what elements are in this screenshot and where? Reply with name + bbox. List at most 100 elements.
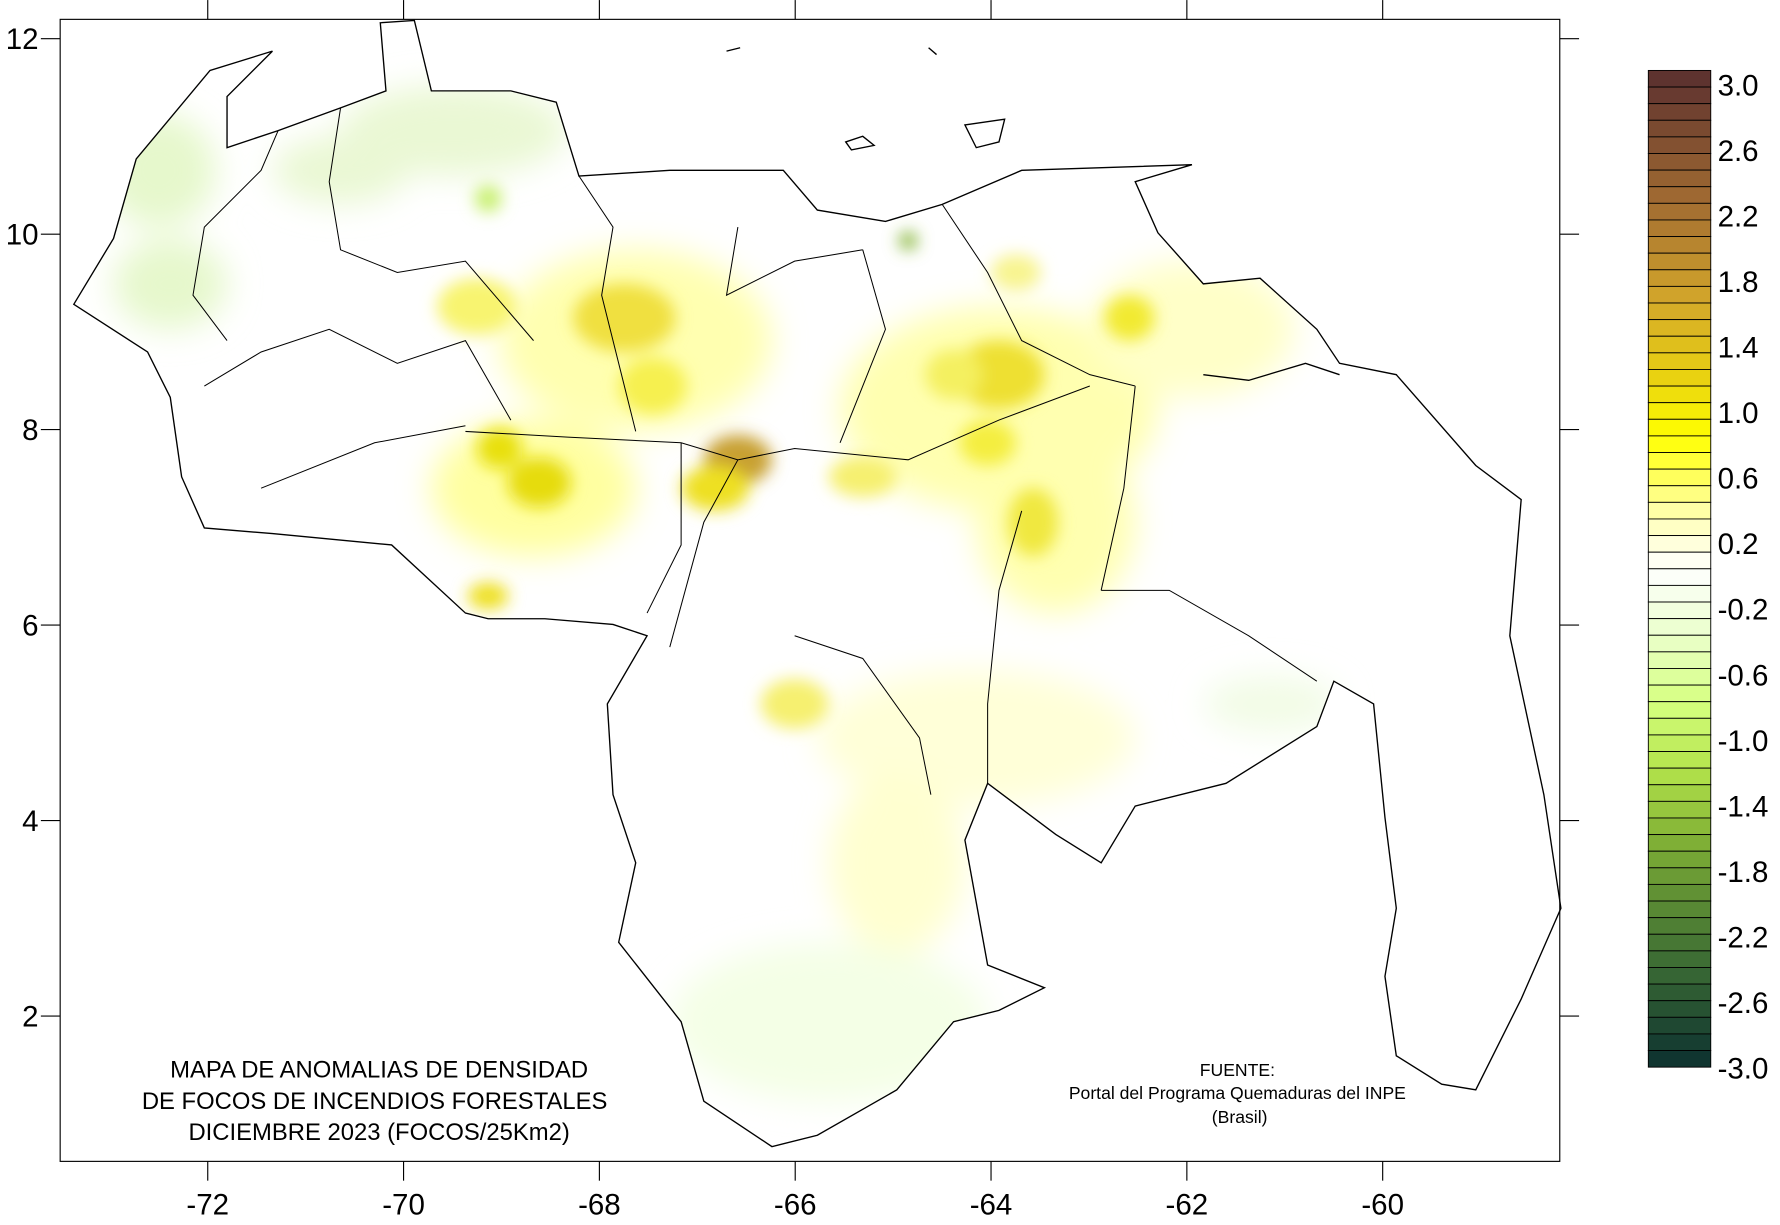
colorbar-label: 0.6 <box>1718 463 1759 496</box>
colorbar-band <box>1647 103 1712 121</box>
colorbar-band <box>1647 967 1712 985</box>
colorbar-band <box>1647 751 1712 769</box>
x-tick-label: -64 <box>970 1189 1013 1222</box>
colorbar-label: 1.0 <box>1718 397 1759 430</box>
x-tick-label: -72 <box>186 1189 229 1222</box>
colorbar-label: -1.8 <box>1718 856 1769 889</box>
colorbar-band <box>1647 269 1712 287</box>
colorbar-band <box>1647 236 1712 254</box>
x-tick-label: -70 <box>382 1189 425 1222</box>
colorbar-label: 3.0 <box>1718 69 1759 102</box>
anomaly-field <box>102 85 1340 1102</box>
colorbar-band <box>1647 834 1712 852</box>
map-title: MAPA DE ANOMALIAS DE DENSIDAD DE FOCOS D… <box>142 1056 608 1145</box>
colorbar-band <box>1647 933 1712 952</box>
x-tick-label: -62 <box>1166 1189 1209 1222</box>
colorbar-band <box>1647 501 1712 520</box>
y-tick-label: 10 <box>6 218 39 251</box>
colorbar-band <box>1647 535 1712 553</box>
y-tick-label: 4 <box>22 805 38 838</box>
colorbar-band <box>1647 452 1712 470</box>
colorbar-label: 1.4 <box>1718 332 1759 365</box>
x-tick-label: -68 <box>578 1189 621 1222</box>
colorbar-band <box>1647 983 1712 1002</box>
colorbar-band <box>1647 551 1712 570</box>
colorbar-band <box>1647 1050 1712 1068</box>
title-line-1: MAPA DE ANOMALIAS DE DENSIDAD <box>170 1056 588 1083</box>
colorbar-band <box>1647 518 1712 537</box>
colorbar-band <box>1647 368 1712 387</box>
y-tick-label: 2 <box>22 1000 38 1033</box>
colorbar-band <box>1647 335 1712 354</box>
colorbar-band <box>1647 817 1712 836</box>
colorbar <box>1647 69 1712 1068</box>
source-line-3: (Brasil) <box>1212 1107 1268 1127</box>
colorbar-band <box>1647 169 1712 188</box>
colorbar-band <box>1647 319 1712 337</box>
colorbar-label: 2.6 <box>1718 135 1759 168</box>
colorbar-band <box>1647 634 1712 653</box>
source-line-1: FUENTE: <box>1200 1060 1275 1080</box>
colorbar-band <box>1647 651 1712 669</box>
colorbar-band <box>1647 352 1712 370</box>
colorbar-band <box>1647 186 1712 204</box>
colorbar-band <box>1647 601 1712 620</box>
colorbar-band <box>1647 734 1712 752</box>
boundaries <box>73 19 1562 1148</box>
colorbar-band <box>1647 119 1712 138</box>
colorbar-label: -3.0 <box>1718 1053 1769 1086</box>
y-tick-label: 6 <box>22 609 38 642</box>
colorbar-band <box>1647 219 1712 238</box>
colorbar-label: -0.2 <box>1718 594 1769 627</box>
colorbar-label: -2.6 <box>1718 987 1769 1020</box>
colorbar-label: -2.2 <box>1718 921 1769 954</box>
colorbar-band <box>1647 568 1712 586</box>
colorbar-band <box>1647 202 1712 221</box>
source-note: FUENTE: Portal del Programa Quemaduras d… <box>1069 1060 1406 1127</box>
colorbar-band <box>1647 668 1712 686</box>
colorbar-band <box>1647 717 1712 736</box>
colorbar-band <box>1647 86 1712 105</box>
colorbar-band <box>1647 69 1712 88</box>
colorbar-band <box>1647 402 1712 420</box>
colorbar-band <box>1647 767 1712 786</box>
colorbar-labels: 3.0 2.6 2.2 1.8 1.4 1.0 0.6 0.2 -0.2 -0.6 -1.0 -1.4… <box>1718 69 1769 1085</box>
axis-ticks <box>40 0 1580 1181</box>
colorbar-label: -1.0 <box>1718 725 1769 758</box>
colorbar-band <box>1647 435 1712 453</box>
colorbar-label: -0.6 <box>1718 659 1769 692</box>
colorbar-band <box>1647 900 1712 919</box>
colorbar-band <box>1647 584 1712 603</box>
colorbar-label: 2.2 <box>1718 200 1759 233</box>
y-axis-labels: 12 10 8 6 4 2 <box>6 23 39 1033</box>
colorbar-band <box>1647 1033 1712 1051</box>
y-tick-label: 8 <box>22 414 38 447</box>
y-tick-label: 12 <box>6 23 39 56</box>
colorbar-band <box>1647 418 1712 437</box>
title-line-3: DICIEMBRE 2023 (FOCOS/25Km2) <box>188 1119 569 1146</box>
colorbar-band <box>1647 618 1712 636</box>
x-tick-label: -66 <box>774 1189 817 1222</box>
plot-frame <box>59 18 1561 1162</box>
colorbar-band <box>1647 684 1712 703</box>
source-line-2: Portal del Programa Quemaduras del INPE <box>1069 1083 1406 1103</box>
colorbar-band <box>1647 302 1712 321</box>
colorbar-band <box>1647 1000 1712 1018</box>
title-line-2: DE FOCOS DE INCENDIOS FORESTALES <box>142 1088 608 1115</box>
colorbar-label: 0.2 <box>1718 528 1759 561</box>
colorbar-band <box>1647 285 1712 304</box>
colorbar-band <box>1647 701 1712 719</box>
colorbar-label: -1.4 <box>1718 790 1769 823</box>
colorbar-band <box>1647 136 1712 154</box>
colorbar-band <box>1647 468 1712 487</box>
colorbar-band <box>1647 950 1712 968</box>
colorbar-band <box>1647 385 1712 404</box>
colorbar-band <box>1647 153 1712 171</box>
colorbar-band <box>1647 867 1712 885</box>
colorbar-band <box>1647 485 1712 503</box>
x-tick-label: -60 <box>1361 1189 1404 1222</box>
colorbar-band <box>1647 800 1712 819</box>
colorbar-band <box>1647 1016 1712 1035</box>
colorbar-band <box>1647 784 1712 802</box>
